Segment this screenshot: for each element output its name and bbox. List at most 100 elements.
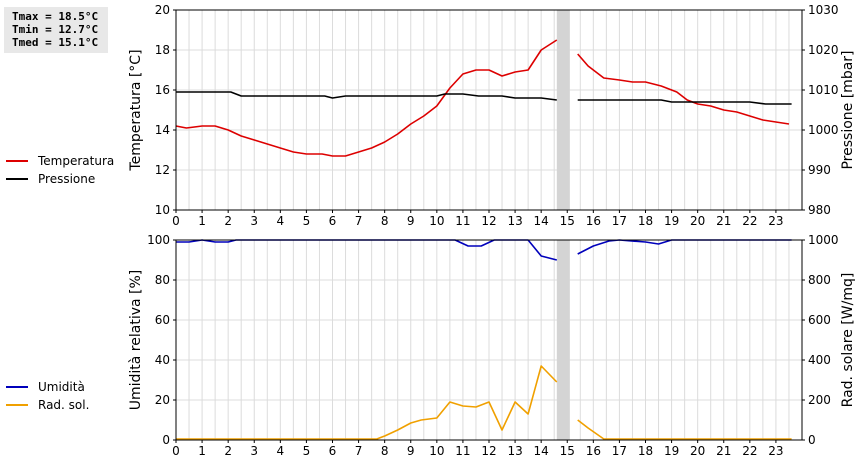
series-line-rad-sol--1 xyxy=(577,419,792,440)
data-gap-band xyxy=(556,240,570,440)
x-tick-label: 12 xyxy=(481,444,496,458)
legend-label-pressione: Pressione xyxy=(38,172,96,186)
y-tick-label-right: 990 xyxy=(808,163,831,177)
y-tick-label-left: 12 xyxy=(155,163,170,177)
y-tick-label-left: 60 xyxy=(155,313,170,327)
x-tick-label: 0 xyxy=(172,444,180,458)
y-tick-label-left: 20 xyxy=(155,393,170,407)
x-tick-label: 3 xyxy=(250,214,258,228)
x-tick-label: 1 xyxy=(198,214,206,228)
x-tick-label: 0 xyxy=(172,214,180,228)
legend-item-temperatura: Temperatura xyxy=(6,152,114,170)
x-tick-label: 13 xyxy=(507,444,522,458)
x-tick-label: 10 xyxy=(429,444,444,458)
x-tick-label: 6 xyxy=(329,214,337,228)
x-tick-label: 14 xyxy=(534,444,549,458)
x-tick-label: 17 xyxy=(612,444,627,458)
y-axis-label-left: Umidità relativa [%] xyxy=(128,270,144,411)
x-tick-label: 3 xyxy=(250,444,258,458)
y-axis-label-right: Pressione [mbar] xyxy=(840,50,856,169)
y-tick-label-right: 1000 xyxy=(808,233,839,247)
y-tick-label-right: 1030 xyxy=(808,3,839,17)
y-tick-label-left: 14 xyxy=(155,123,170,137)
y-tick-label-right: 0 xyxy=(808,433,816,447)
x-tick-label: 1 xyxy=(198,444,206,458)
legend-item-umidita: Umidità xyxy=(6,378,89,396)
stats-box: Tmax = 18.5°C Tmin = 12.7°C Tmed = 15.1°… xyxy=(4,7,108,53)
x-tick-label: 8 xyxy=(381,444,389,458)
y-tick-label-right: 1010 xyxy=(808,83,839,97)
x-tick-label: 14 xyxy=(534,214,549,228)
series-line-pressione-0 xyxy=(176,91,557,101)
y-tick-label-left: 10 xyxy=(155,203,170,217)
legend-label-temperatura: Temperatura xyxy=(38,154,115,168)
x-tick-label: 19 xyxy=(664,214,679,228)
x-tick-label: 4 xyxy=(277,214,285,228)
x-tick-label: 23 xyxy=(768,214,783,228)
x-tick-label: 11 xyxy=(455,214,470,228)
x-tick-label: 22 xyxy=(742,214,757,228)
x-tick-label: 6 xyxy=(329,444,337,458)
y-axis-label-right: Rad. solare [W/mq] xyxy=(840,273,856,408)
y-tick-label-left: 100 xyxy=(147,233,170,247)
x-tick-label: 22 xyxy=(742,444,757,458)
legend-label-umidita: Umidità xyxy=(38,380,85,394)
x-tick-label: 4 xyxy=(277,444,285,458)
x-tick-label: 23 xyxy=(768,444,783,458)
legend-swatch-umidita xyxy=(6,386,28,388)
x-tick-label: 17 xyxy=(612,214,627,228)
x-tick-label: 20 xyxy=(690,214,705,228)
x-tick-label: 16 xyxy=(586,214,601,228)
legend-item-rad-sol: Rad. sol. xyxy=(6,396,89,414)
x-tick-label: 18 xyxy=(638,214,653,228)
y-tick-label-left: 20 xyxy=(155,3,170,17)
y-tick-label-right: 400 xyxy=(808,353,831,367)
x-tick-label: 9 xyxy=(407,214,415,228)
series-line-temperatura-1 xyxy=(577,53,790,125)
x-tick-label: 8 xyxy=(381,214,389,228)
legend-swatch-rad-sol xyxy=(6,404,28,406)
y-tick-label-right: 1020 xyxy=(808,43,839,57)
y-tick-label-right: 800 xyxy=(808,273,831,287)
tmax-label: Tmax = 18.5°C xyxy=(12,10,99,23)
x-tick-label: 21 xyxy=(716,214,731,228)
x-tick-label: 18 xyxy=(638,444,653,458)
x-tick-label: 2 xyxy=(224,444,232,458)
x-tick-label: 7 xyxy=(355,444,363,458)
y-tick-label-left: 16 xyxy=(155,83,170,97)
x-tick-label: 2 xyxy=(224,214,232,228)
x-tick-label: 10 xyxy=(429,214,444,228)
chart-panel-1: 0 1 2 3 4 5 6 7 8 9 10 11 12 13 14 15 16 17 18 19 20 21 22 2302… xyxy=(128,233,856,458)
legend-top: Temperatura Pressione xyxy=(6,152,114,188)
legend-bottom: Umidità Rad. sol. xyxy=(6,378,89,414)
x-tick-label: 15 xyxy=(560,444,575,458)
y-tick-label-left: 80 xyxy=(155,273,170,287)
x-tick-label: 12 xyxy=(481,214,496,228)
y-tick-label-right: 1000 xyxy=(808,123,839,137)
x-tick-label: 13 xyxy=(507,214,522,228)
y-tick-label-right: 200 xyxy=(808,393,831,407)
x-tick-label: 7 xyxy=(355,214,363,228)
x-tick-label: 5 xyxy=(303,214,311,228)
chart-panel-0: 0 1 2 3 4 5 6 7 8 9 10 11 12 13 14 15 16 17 18 19 20 21 22 2310… xyxy=(128,3,856,228)
data-gap-band xyxy=(556,10,570,210)
series-line-rad-sol--0 xyxy=(176,365,558,440)
y-tick-label-left: 0 xyxy=(162,433,170,447)
y-tick-label-right: 600 xyxy=(808,313,831,327)
tmin-label: Tmin = 12.7°C xyxy=(12,23,99,36)
x-tick-label: 15 xyxy=(560,214,575,228)
legend-swatch-pressione xyxy=(6,178,28,180)
legend-item-pressione: Pressione xyxy=(6,170,114,188)
y-axis-label-left: Temperatura [°C] xyxy=(128,49,144,171)
y-tick-label-right: 980 xyxy=(808,203,831,217)
legend-label-rad-sol: Rad. sol. xyxy=(38,398,90,412)
tmed-label: Tmed = 15.1°C xyxy=(12,36,99,49)
y-tick-label-left: 18 xyxy=(155,43,170,57)
series-line-pressione-1 xyxy=(577,99,792,105)
legend-swatch-temperatura xyxy=(6,160,28,162)
x-tick-label: 19 xyxy=(664,444,679,458)
series-line-umidit--0 xyxy=(176,239,557,261)
x-tick-label: 5 xyxy=(303,444,311,458)
x-tick-label: 21 xyxy=(716,444,731,458)
